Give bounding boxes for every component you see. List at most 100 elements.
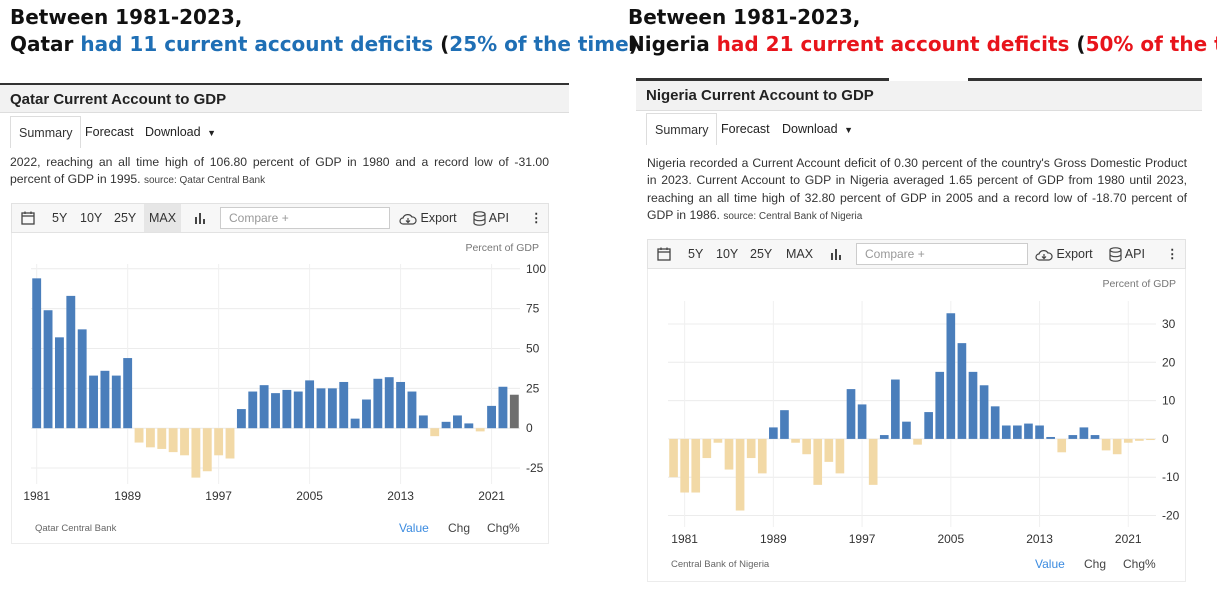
description-text: Nigeria recorded a Current Account defic… — [647, 156, 1187, 222]
range-25y-button[interactable]: 25Y — [750, 247, 773, 261]
unit-label: Percent of GDP — [1102, 278, 1176, 290]
tab-bar: Summary Forecast Download ▼ — [646, 113, 1202, 145]
bar — [89, 375, 98, 429]
y-tick-label: 75 — [526, 302, 540, 316]
description: 2022, reaching an all time high of 106.8… — [10, 154, 549, 190]
range-10y-button[interactable]: 10Y — [80, 211, 103, 225]
footer-tab-chgpct[interactable]: Chg% — [487, 521, 520, 535]
y-tick-label: 25 — [526, 381, 540, 395]
caret-down-icon: ▼ — [207, 128, 216, 138]
footer-tab-value[interactable]: Value — [399, 521, 429, 535]
footer-tab-chg[interactable]: Chg — [1084, 557, 1107, 571]
tab-summary[interactable]: Summary — [10, 116, 82, 148]
bar — [100, 370, 110, 429]
bar — [453, 415, 462, 429]
bar — [282, 389, 292, 429]
bar — [373, 378, 383, 429]
bar — [248, 391, 258, 429]
source-note: source: Central Bank of Nigeria — [723, 210, 863, 222]
chart-footer-source: Central Bank of Nigeria — [671, 559, 770, 570]
compare-input[interactable]: Compare + — [220, 207, 390, 229]
calendar-icon[interactable] — [657, 240, 671, 268]
headline-paren-open: ( — [433, 32, 450, 56]
bar — [316, 388, 326, 429]
footer-tab-chg[interactable]: Chg — [448, 521, 471, 535]
y-tick-label: 50 — [526, 341, 540, 355]
tab-forecast[interactable]: Forecast — [721, 122, 770, 136]
bar — [271, 393, 280, 429]
bar — [168, 428, 178, 453]
export-button[interactable]: Export — [1035, 240, 1093, 268]
api-button[interactable]: API — [1109, 240, 1145, 268]
bar — [350, 418, 360, 429]
range-max-button[interactable]: MAX — [144, 204, 182, 232]
y-tick-label: 100 — [526, 262, 546, 276]
chart-type-icon[interactable] — [830, 240, 844, 268]
range-5y-button[interactable]: 5Y — [52, 211, 68, 225]
chart-toolbar: 5Y 10Y 25Y MAX Compare + Export API ⋮ — [11, 203, 549, 233]
api-label: API — [1124, 247, 1145, 261]
caret-down-icon: ▼ — [844, 125, 853, 135]
bar — [362, 399, 371, 429]
bar — [475, 428, 485, 432]
chart-area: Percent of GDP Qatar Central Bank Value … — [11, 233, 549, 544]
bar — [157, 428, 167, 449]
export-label: Export — [1056, 247, 1093, 261]
headline-stat: had 21 current account deficits — [709, 32, 1070, 56]
bar — [418, 415, 428, 429]
tab-summary[interactable]: Summary — [646, 113, 718, 145]
bar — [293, 391, 303, 429]
chart-area: Percent of GDP Central Bank of Nigeria V… — [647, 269, 1186, 582]
top-strip — [968, 78, 1202, 81]
range-max-button[interactable]: MAX — [786, 247, 814, 261]
export-label: Export — [420, 211, 457, 225]
source-note: source: Qatar Central Bank — [143, 175, 266, 187]
chart-type-icon[interactable] — [194, 204, 208, 232]
calendar-icon[interactable] — [21, 204, 35, 232]
headline-percentage: 50% of the time — [1085, 32, 1217, 56]
description: Nigeria recorded a Current Account defic… — [647, 155, 1187, 225]
more-options-icon[interactable]: ⋮ — [1166, 247, 1179, 261]
compare-input[interactable]: Compare + — [856, 243, 1028, 265]
bar — [32, 278, 42, 429]
export-button[interactable]: Export — [399, 204, 457, 232]
chart-toolbar: 5Y 10Y 25Y MAX Compare + Export API ⋮ — [647, 239, 1186, 269]
database-icon — [473, 211, 486, 226]
bar — [407, 391, 417, 429]
unit-label: Percent of GDP — [465, 242, 539, 254]
bar — [225, 428, 235, 459]
tab-download[interactable]: Download ▼ — [774, 113, 861, 145]
bar — [111, 375, 121, 429]
x-tick-label: 2021 — [478, 489, 505, 503]
range-10y-button[interactable]: 10Y — [716, 247, 739, 261]
bar — [509, 394, 519, 429]
bar — [134, 428, 144, 443]
tab-bar: Summary Forecast Download ▼ — [10, 116, 568, 148]
x-tick-label: 1989 — [114, 489, 141, 503]
headline-stat: had 11 current account deficits — [73, 32, 434, 56]
bar — [305, 380, 315, 429]
x-tick-label: 1997 — [205, 489, 232, 503]
bar — [384, 377, 394, 429]
range-25y-button[interactable]: 25Y — [114, 211, 137, 225]
footer-tab-chgpct[interactable]: Chg% — [1123, 557, 1156, 571]
card-title: Qatar Current Account to GDP — [0, 83, 569, 113]
tab-forecast[interactable]: Forecast — [85, 125, 134, 139]
more-options-icon[interactable]: ⋮ — [530, 211, 543, 225]
headline-paren-open: ( — [1069, 32, 1086, 56]
bar — [327, 388, 337, 429]
database-icon — [1109, 247, 1122, 262]
cloud-download-icon — [399, 213, 417, 225]
bar — [66, 295, 76, 429]
bar — [214, 428, 224, 456]
api-button[interactable]: API — [473, 204, 509, 232]
bar — [396, 381, 406, 429]
bar — [180, 428, 189, 456]
range-5y-button[interactable]: 5Y — [688, 247, 704, 261]
x-tick-label: 1981 — [23, 489, 50, 503]
tab-download[interactable]: Download ▼ — [137, 116, 224, 148]
y-tick-label: -25 — [526, 461, 544, 475]
bar — [441, 421, 451, 429]
footer-tab-value[interactable]: Value — [1035, 557, 1065, 571]
